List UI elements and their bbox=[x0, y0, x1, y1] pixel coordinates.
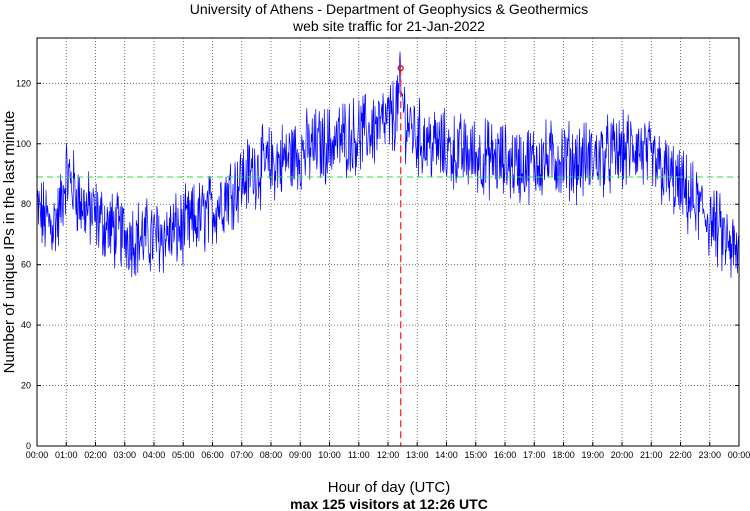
max-point-marker bbox=[397, 65, 404, 72]
chart-subtitle: web site traffic for 21-Jan-2022 bbox=[292, 18, 485, 34]
x-tick-label: 15:00 bbox=[464, 450, 487, 460]
x-tick-label: 08:00 bbox=[260, 450, 283, 460]
x-tick-label: 03:00 bbox=[113, 450, 136, 460]
max-annotation: max 125 visitors at 12:26 UTC bbox=[290, 496, 488, 511]
x-tick-label: 09:00 bbox=[289, 450, 312, 460]
x-tick-label: 21:00 bbox=[640, 450, 663, 460]
x-tick-label: 01:00 bbox=[55, 450, 78, 460]
x-tick-label: 23:00 bbox=[698, 450, 721, 460]
x-tick-label: 18:00 bbox=[552, 450, 575, 460]
annotation-marks bbox=[37, 65, 739, 446]
x-tick-label: 00:00 bbox=[728, 450, 750, 460]
x-tick-label: 13:00 bbox=[406, 450, 429, 460]
traffic-line bbox=[36, 51, 740, 278]
x-tick-label: 05:00 bbox=[172, 450, 195, 460]
x-tick-label: 19:00 bbox=[581, 450, 604, 460]
y-tick-label: 60 bbox=[21, 260, 31, 270]
grid bbox=[36, 38, 740, 447]
y-tick-label: 40 bbox=[21, 320, 31, 330]
y-tick-label: 100 bbox=[16, 139, 31, 149]
series-group bbox=[36, 51, 740, 278]
x-tick-label: 11:00 bbox=[348, 450, 370, 460]
x-tick-label: 20:00 bbox=[611, 450, 634, 460]
y-tick-label: 120 bbox=[16, 78, 31, 88]
y-axis-label: Number of unique IPs in the last minute bbox=[1, 111, 18, 374]
x-tick-label: 00:00 bbox=[26, 450, 49, 460]
x-axis-label: Hour of day (UTC) bbox=[328, 479, 451, 496]
chart-title: University of Athens - Department of Geo… bbox=[190, 1, 588, 17]
x-tick-label: 14:00 bbox=[435, 450, 458, 460]
x-tick-label: 02:00 bbox=[84, 450, 107, 460]
y-tick-label: 0 bbox=[26, 441, 31, 451]
x-tick-labels: 00:00 01:00 02:00 03:00 04:00 05:00 06:00 07:00… bbox=[26, 450, 750, 460]
y-tick-label: 20 bbox=[21, 381, 31, 391]
x-tick-label: 10:00 bbox=[318, 450, 341, 460]
x-tick-label: 07:00 bbox=[230, 450, 253, 460]
x-tick-label: 22:00 bbox=[669, 450, 692, 460]
x-tick-label: 12:00 bbox=[377, 450, 400, 460]
x-tick-label: 17:00 bbox=[523, 450, 546, 460]
x-tick-label: 04:00 bbox=[143, 450, 166, 460]
y-tick-label: 80 bbox=[21, 199, 31, 209]
x-tick-label: 16:00 bbox=[494, 450, 517, 460]
y-tick-labels: 0 20 40 60 80 100 120 bbox=[16, 78, 31, 451]
plot-frame bbox=[36, 37, 740, 447]
x-tick-label: 06:00 bbox=[201, 450, 224, 460]
